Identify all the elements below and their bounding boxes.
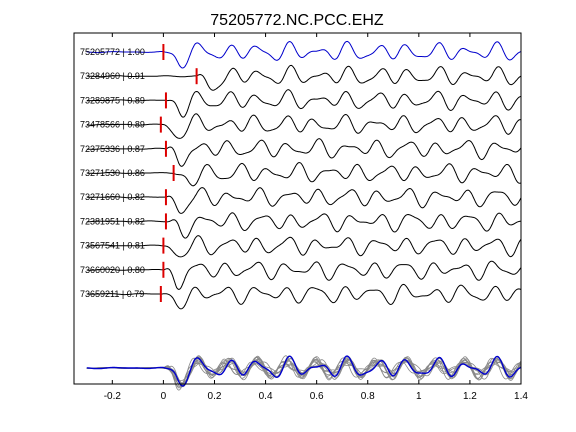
waveform-trace [86, 260, 522, 291]
trace-row: 73284960 | 0.91 [80, 64, 522, 91]
x-tick-label: -0.2 [104, 391, 122, 402]
trace-label: 72375336 | 0.87 [80, 144, 145, 154]
trace-row: 72375336 | 0.87 [80, 138, 522, 167]
trace-label: 73271530 | 0.86 [80, 168, 145, 178]
x-tick-label: 1.2 [463, 391, 477, 402]
trace-row: 73478566 | 0.89 [80, 113, 522, 139]
x-tick-label: 0.4 [259, 391, 273, 402]
waveform-trace [86, 113, 522, 139]
waveform-trace [86, 64, 522, 91]
trace-row: 73660020 | 0.80 [80, 260, 522, 291]
trace-label: 72381951 | 0.82 [80, 216, 145, 226]
waveform-trace [86, 187, 522, 214]
waveform-trace [86, 235, 522, 258]
waveform-trace [86, 212, 522, 239]
x-axis: -0.2 0 0.2 0.4 0.6 0.8 1 1.2 1.4 [104, 33, 528, 402]
trace-label: 73659211 | 0.79 [80, 289, 144, 299]
trace-row: 73659211 | 0.79 [80, 283, 522, 310]
x-tick-label: 1 [416, 391, 422, 402]
waveform-trace [86, 89, 522, 118]
trace-label: 73478566 | 0.89 [80, 120, 145, 130]
chart-title: 75205772.NC.PCC.EHZ [210, 12, 384, 29]
plot-frame [73, 32, 522, 385]
trace-row: 72381951 | 0.82 [80, 212, 522, 239]
x-tick-label: 0.8 [361, 391, 375, 402]
x-tick-label: 0 [161, 391, 167, 402]
trace-label: 73567541 | 0.81 [80, 241, 145, 251]
trace-row: 73567541 | 0.81 [80, 235, 522, 258]
traces-layer: 75205772 | 1.00 73284960 | 0.91 73289875 |… [80, 40, 522, 310]
waveform-trace [86, 138, 522, 167]
trace-label: 73284960 | 0.91 [80, 71, 145, 81]
trace-label: 75205772 | 1.00 [80, 47, 145, 57]
stack-reference-trace [86, 355, 522, 387]
waveform-trace [86, 162, 522, 187]
x-tick-label: 1.4 [514, 391, 528, 402]
stack-panel [86, 355, 522, 391]
trace-row: 73271530 | 0.86 [80, 162, 522, 187]
waveform-trace [86, 283, 522, 310]
trace-label: 73660020 | 0.80 [80, 265, 145, 275]
trace-label: 73289875 | 0.89 [80, 95, 145, 105]
trace-label: 73271660 | 0.82 [80, 192, 145, 202]
trace-row: 75205772 | 1.00 [80, 40, 522, 69]
x-tick-label: 0.2 [208, 391, 222, 402]
trace-row: 73271660 | 0.82 [80, 187, 522, 214]
waveform-trace [86, 40, 522, 69]
stack-member-trace [86, 355, 522, 385]
x-tick-label: 0.6 [310, 391, 324, 402]
trace-row: 73289875 | 0.89 [80, 89, 522, 118]
